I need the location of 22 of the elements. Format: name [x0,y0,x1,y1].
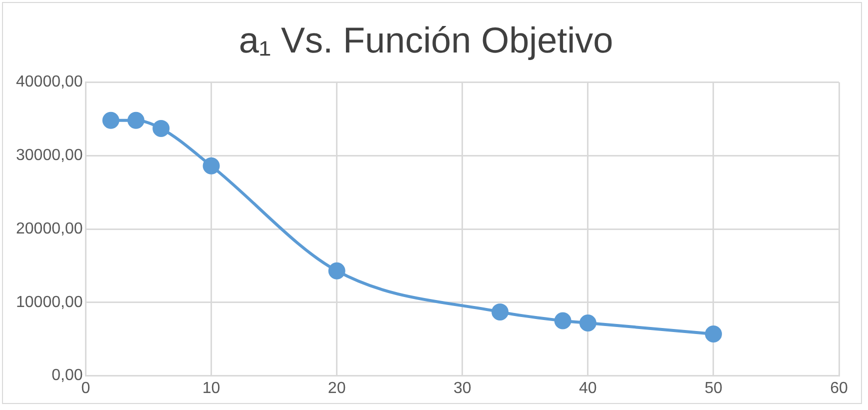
point [492,303,509,320]
y-tick-label: 10000,00 [16,294,83,311]
point [704,325,722,342]
y-tick-label: 20000,00 [16,220,83,238]
x-tick-label: 0 [81,380,90,397]
x-tick-label: 20 [328,380,346,397]
chart-title: a₁ Vs. Función Objetivo [238,20,614,61]
point [127,112,144,129]
point [328,262,346,280]
y-tick-label: 30000,00 [16,147,83,164]
point [554,312,572,330]
x-tick-label: 40 [579,380,597,397]
x-tick-label: 60 [830,380,848,397]
point [152,120,170,137]
point [579,314,596,332]
point [102,112,120,129]
x-tick-label: 50 [704,380,722,397]
y-tick-label: 40000,00 [16,74,83,91]
y-tick-label: 0,00 [52,367,83,384]
point [202,157,220,174]
x-tick-label: 30 [453,380,472,397]
x-tick-label: 10 [202,380,220,397]
